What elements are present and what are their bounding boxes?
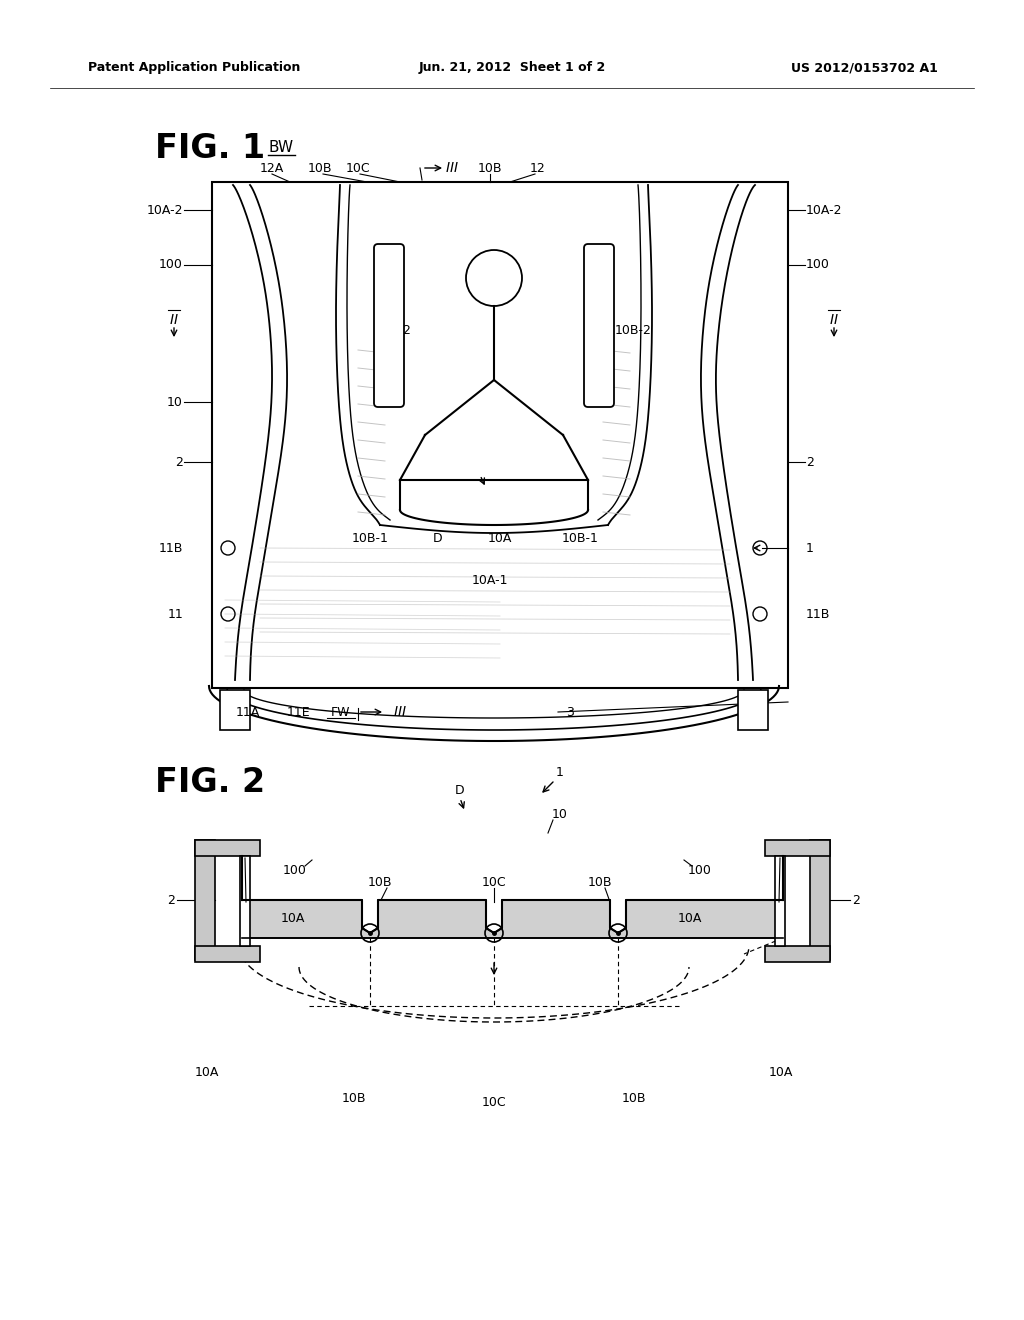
Text: D: D bbox=[456, 784, 465, 796]
Text: 10A: 10A bbox=[678, 912, 702, 924]
Text: 1: 1 bbox=[556, 766, 564, 779]
Bar bbox=[240, 855, 250, 946]
Text: 10A-2: 10A-2 bbox=[806, 203, 843, 216]
Bar bbox=[765, 840, 830, 855]
Text: D: D bbox=[433, 532, 442, 544]
Text: Patent Application Publication: Patent Application Publication bbox=[88, 62, 300, 74]
Text: 10B: 10B bbox=[478, 161, 502, 174]
Text: 100: 100 bbox=[688, 863, 712, 876]
Text: FIG. 1: FIG. 1 bbox=[155, 132, 265, 165]
Text: 10A: 10A bbox=[487, 532, 512, 544]
Text: 10C: 10C bbox=[346, 161, 371, 174]
Text: 2: 2 bbox=[806, 455, 814, 469]
Text: 10C: 10C bbox=[481, 1097, 506, 1110]
Bar bbox=[765, 946, 830, 962]
Text: Jun. 21, 2012  Sheet 1 of 2: Jun. 21, 2012 Sheet 1 of 2 bbox=[419, 62, 605, 74]
Text: 100: 100 bbox=[806, 259, 829, 272]
Bar bbox=[212, 182, 788, 688]
Bar bbox=[195, 946, 260, 962]
Text: 10A-1: 10A-1 bbox=[472, 573, 508, 586]
Text: 11B: 11B bbox=[159, 541, 183, 554]
FancyBboxPatch shape bbox=[374, 244, 404, 407]
Text: 10B-2: 10B-2 bbox=[615, 323, 652, 337]
Text: 10B: 10B bbox=[368, 875, 392, 888]
Text: 2: 2 bbox=[167, 894, 175, 907]
Text: 10A: 10A bbox=[769, 1067, 794, 1080]
Text: 10B-2: 10B-2 bbox=[375, 323, 412, 337]
Text: 10B: 10B bbox=[342, 1092, 367, 1105]
Text: 10B: 10B bbox=[308, 161, 332, 174]
Text: FW: FW bbox=[331, 705, 350, 718]
Text: 1: 1 bbox=[806, 541, 814, 554]
Text: $\it{II}$: $\it{II}$ bbox=[829, 313, 839, 327]
Polygon shape bbox=[242, 900, 783, 939]
Bar bbox=[738, 690, 768, 730]
Text: 100: 100 bbox=[283, 863, 307, 876]
Text: 10: 10 bbox=[552, 808, 568, 821]
Bar bbox=[195, 840, 260, 855]
Text: FIG. 2: FIG. 2 bbox=[155, 766, 265, 799]
Text: 11A: 11A bbox=[236, 705, 260, 718]
Text: 10B: 10B bbox=[588, 875, 612, 888]
Text: 10A: 10A bbox=[195, 1067, 219, 1080]
Text: 10B-1: 10B-1 bbox=[561, 532, 598, 544]
Text: $\it{III}$: $\it{III}$ bbox=[393, 705, 407, 719]
Text: 10A: 10A bbox=[281, 912, 305, 924]
Text: 10C: 10C bbox=[481, 875, 506, 888]
Text: BW: BW bbox=[268, 140, 293, 156]
Text: 10B-1: 10B-1 bbox=[351, 532, 388, 544]
Text: 10: 10 bbox=[167, 396, 183, 408]
Bar bbox=[195, 840, 215, 960]
Text: 12A: 12A bbox=[260, 161, 284, 174]
FancyBboxPatch shape bbox=[584, 244, 614, 407]
Text: 12: 12 bbox=[530, 161, 546, 174]
Text: US 2012/0153702 A1: US 2012/0153702 A1 bbox=[792, 62, 938, 74]
Text: 100: 100 bbox=[159, 259, 183, 272]
Text: 10B: 10B bbox=[622, 1092, 646, 1105]
Text: 11: 11 bbox=[167, 607, 183, 620]
Text: 2: 2 bbox=[175, 455, 183, 469]
Text: $\it{II}$: $\it{II}$ bbox=[169, 313, 179, 327]
Text: 11B: 11B bbox=[806, 607, 830, 620]
Text: 2: 2 bbox=[852, 894, 860, 907]
Text: 3: 3 bbox=[566, 705, 573, 718]
Text: 11E: 11E bbox=[286, 705, 310, 718]
Text: 10A-2: 10A-2 bbox=[146, 203, 183, 216]
Text: $\it{III}$: $\it{III}$ bbox=[445, 161, 459, 176]
Bar bbox=[810, 840, 830, 960]
Bar bbox=[220, 690, 250, 730]
Bar bbox=[775, 855, 785, 946]
